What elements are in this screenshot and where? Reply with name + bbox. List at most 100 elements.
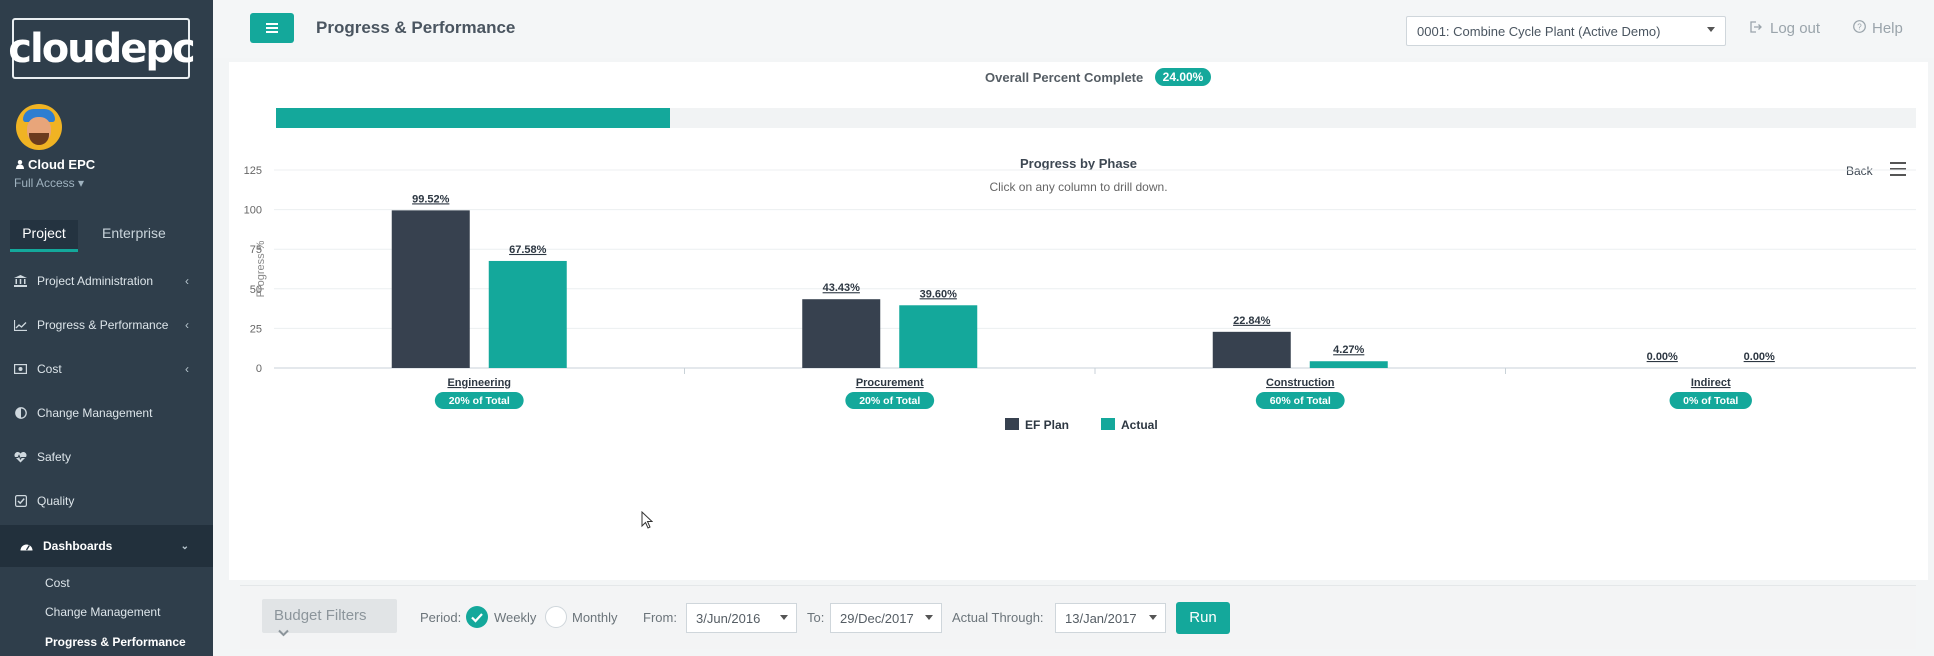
bar-actual — [1309, 361, 1388, 368]
user-name: Cloud EPC — [28, 157, 96, 172]
project-select-value: 0001: Combine Cycle Plant (Active Demo) — [1417, 24, 1661, 39]
chart-menu-icon[interactable] — [1890, 162, 1906, 176]
category-badge — [434, 392, 524, 409]
sidebar-subitem-progress-performance[interactable]: Progress & Performance — [45, 635, 186, 649]
overall-percent-label: Overall Percent Complete — [985, 70, 1144, 85]
bank-icon — [14, 275, 27, 288]
monthly-radio[interactable] — [545, 606, 567, 628]
legend-swatch — [1005, 418, 1019, 430]
line-chart-icon — [14, 319, 27, 332]
legend-label: EF Plan — [1025, 418, 1069, 432]
bar-ef-plan — [802, 299, 881, 368]
to-label: To: — [807, 610, 825, 625]
user-name-row: Cloud EPC — [16, 157, 95, 172]
y-axis-label: Progress % — [255, 240, 267, 297]
sidebar-subitem-change-management[interactable]: Change Management — [45, 605, 161, 619]
category-badge-label: 0% of Total — [1683, 395, 1738, 407]
y-tick-label: 125 — [244, 165, 262, 177]
check-icon — [471, 613, 483, 623]
data-label: 0.00% — [1647, 351, 1678, 363]
sidebar-item-label: Dashboards — [43, 539, 113, 553]
logo-text: cloudepc — [8, 25, 195, 72]
logo[interactable]: cloudepc — [8, 18, 196, 79]
chevron-left-icon: ‹ — [185, 318, 189, 332]
data-label: 22.84% — [1233, 315, 1271, 327]
to-date-field[interactable]: 29/Dec/2017 — [830, 603, 942, 633]
sidebar-item-label: Progress & Performance — [37, 318, 169, 332]
logout-link[interactable]: Log out — [1750, 20, 1820, 37]
top-bar: Progress & Performance 0001: Combine Cyc… — [213, 0, 1934, 58]
sidebar: cloudepc Cloud EPC Full Access ▾ Project… — [0, 0, 213, 656]
sidebar-item-label: Change Management — [37, 406, 153, 420]
bar-ef-plan — [1212, 331, 1291, 368]
monthly-label: Monthly — [572, 610, 618, 625]
help-link[interactable]: ? Help — [1853, 20, 1903, 37]
dashboard-icon — [20, 540, 33, 553]
data-label: 99.52% — [412, 193, 450, 205]
category-badge — [1669, 392, 1752, 409]
avatar[interactable] — [16, 104, 62, 150]
sidebar-subitem-cost[interactable]: Cost — [45, 576, 70, 590]
bar-actual — [899, 305, 978, 368]
x-category-label: Engineering — [447, 377, 511, 389]
category-badge — [845, 392, 935, 409]
page-title: Progress & Performance — [316, 18, 516, 37]
sidebar-item-label: Safety — [37, 450, 72, 464]
category-badge — [1255, 392, 1345, 409]
money-icon — [14, 363, 27, 376]
sidebar-item-dashboards[interactable]: Dashboards ⌄ — [0, 525, 213, 567]
data-label: 43.43% — [823, 282, 861, 294]
y-tick-label: 25 — [250, 323, 262, 335]
mouse-cursor-icon — [641, 511, 653, 529]
category-badge-label: 20% of Total — [859, 395, 920, 407]
sidebar-item-change-management[interactable]: Change Management — [0, 393, 213, 433]
budget-filters-button[interactable]: Budget Filters — [262, 599, 397, 637]
data-label: 0.00% — [1744, 351, 1775, 363]
person-icon — [16, 160, 24, 169]
y-tick-label: 0 — [256, 363, 262, 375]
weekly-radio[interactable] — [466, 606, 488, 628]
heartbeat-icon — [14, 451, 27, 464]
chart-title: Progress by Phase — [1019, 156, 1138, 171]
sidebar-item-label: Quality — [37, 494, 75, 508]
x-category-label: Construction — [1266, 377, 1335, 389]
y-tick-label: 100 — [244, 205, 262, 217]
chevron-down-icon: ⌄ — [180, 540, 189, 552]
hamburger-icon — [266, 23, 278, 33]
from-date-value: 3/Jun/2016 — [696, 611, 761, 626]
logout-label: Log out — [1770, 20, 1821, 37]
user-access-dropdown[interactable]: Full Access ▾ — [14, 176, 85, 190]
period-label: Period: — [420, 610, 462, 625]
caret-down-icon — [925, 615, 933, 620]
from-label: From: — [643, 610, 677, 625]
check-square-icon — [14, 495, 27, 508]
legend-swatch — [1101, 418, 1115, 430]
weekly-label: Weekly — [494, 610, 537, 625]
question-circle-icon: ? — [1853, 20, 1866, 33]
chevron-left-icon: ‹ — [185, 274, 189, 288]
tab-enterprise[interactable]: Enterprise — [102, 225, 166, 241]
sidebar-item-progress-performance[interactable]: Progress & Performance ‹ — [0, 305, 213, 345]
y-tick-label: 50 — [250, 284, 262, 296]
beard-shape — [29, 133, 49, 145]
svg-text:?: ? — [1857, 23, 1862, 32]
x-category-label: Indirect — [1691, 377, 1731, 389]
actual-through-date-field[interactable]: 13/Jan/2017 — [1055, 603, 1166, 633]
chart-back-button[interactable]: Back — [1846, 164, 1873, 178]
sidebar-item-project-administration[interactable]: Project Administration ‹ — [0, 261, 213, 301]
sidebar-item-cost[interactable]: Cost ‹ — [0, 349, 213, 389]
project-select[interactable]: 0001: Combine Cycle Plant (Active Demo) — [1406, 16, 1726, 46]
category-badge-label: 20% of Total — [449, 395, 510, 407]
filter-bar: Budget Filters Period: Weekly Monthly Fr… — [240, 585, 1916, 649]
menu-toggle-button[interactable] — [250, 13, 294, 43]
overall-percent-badge: 24.00% — [1155, 68, 1211, 86]
progress-by-phase-chart: 0 25 50 75 100 125 Progress % 99.52% 67.58% Engin… — [244, 165, 1916, 432]
caret-down-icon — [1707, 27, 1715, 32]
tab-project[interactable]: Project — [10, 220, 78, 252]
bar-actual — [488, 260, 567, 368]
from-date-field[interactable]: 3/Jun/2016 — [686, 603, 797, 633]
overall-progress-fill — [276, 108, 670, 128]
sidebar-item-quality[interactable]: Quality — [0, 481, 213, 521]
run-button[interactable]: Run — [1176, 602, 1230, 634]
sidebar-item-safety[interactable]: Safety — [0, 437, 213, 477]
